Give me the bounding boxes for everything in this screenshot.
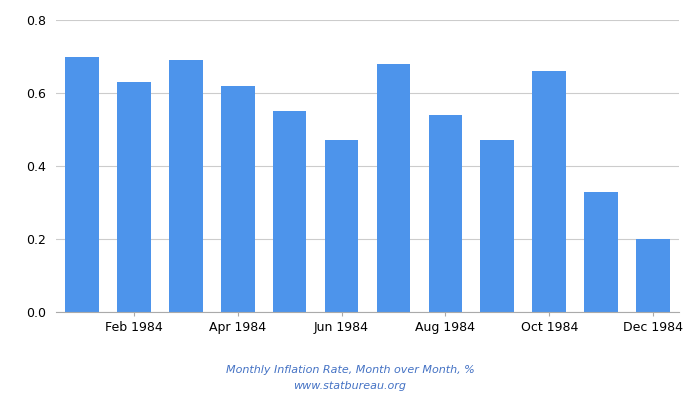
Bar bbox=[480, 140, 514, 312]
Bar bbox=[169, 60, 203, 312]
Bar bbox=[532, 71, 566, 312]
Bar bbox=[220, 86, 255, 312]
Bar bbox=[428, 115, 462, 312]
Bar bbox=[325, 140, 358, 312]
Bar bbox=[117, 82, 150, 312]
Bar bbox=[377, 64, 410, 312]
Bar bbox=[65, 56, 99, 312]
Bar bbox=[636, 239, 670, 312]
Bar bbox=[584, 192, 618, 312]
Text: www.statbureau.org: www.statbureau.org bbox=[293, 381, 407, 391]
Bar bbox=[273, 111, 307, 312]
Text: Monthly Inflation Rate, Month over Month, %: Monthly Inflation Rate, Month over Month… bbox=[225, 365, 475, 375]
